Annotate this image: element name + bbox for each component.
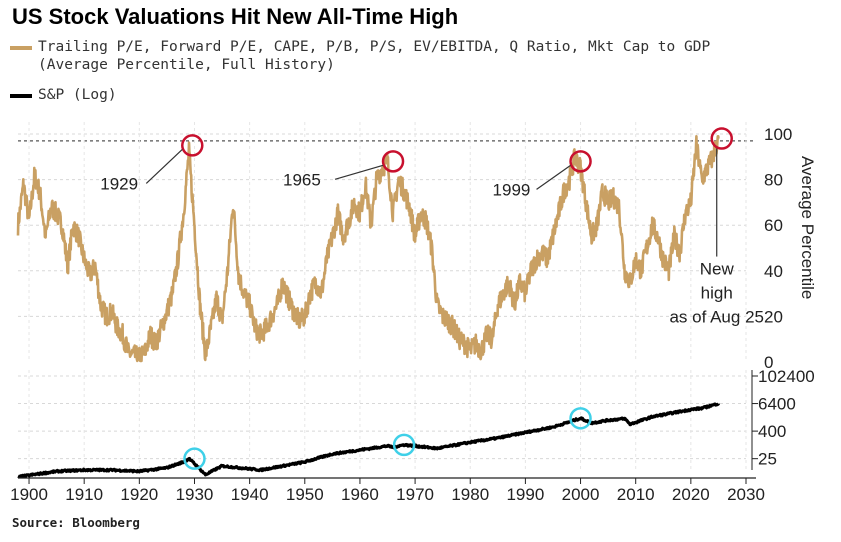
peak-pointer-1 xyxy=(334,164,384,180)
grid-lines xyxy=(18,122,754,470)
x-tick-2020: 2020 xyxy=(672,485,710,504)
peak-label-3-0: New xyxy=(700,260,735,279)
peak-label-0: 1929 xyxy=(100,174,138,193)
chart-title: US Stock Valuations Hit New All-Time Hig… xyxy=(12,4,459,29)
sp-highlight-0 xyxy=(183,447,206,470)
series-layer xyxy=(16,135,720,479)
y-tick-bottom-400: 400 xyxy=(758,422,786,441)
peak-pointer-2 xyxy=(536,164,571,190)
x-tick-2030: 2030 xyxy=(727,485,765,504)
legend-swatch-sp xyxy=(10,94,32,98)
legend-swatch-valuation xyxy=(10,46,32,50)
x-tick-1920: 1920 xyxy=(120,485,158,504)
y-tick-bottom-25: 25 xyxy=(758,450,777,469)
peak-marker-1 xyxy=(381,150,405,173)
y-tick-bottom-102400: 102400 xyxy=(758,367,815,386)
x-tick-1930: 1930 xyxy=(176,485,214,504)
y-tick-top-60: 60 xyxy=(764,216,783,235)
annotation-layer: 1929 1965 1999 New high as of Aug 25 xyxy=(100,127,764,470)
x-tick-2010: 2010 xyxy=(617,485,655,504)
legend-entry-sp: S&P (Log) xyxy=(10,86,117,104)
y-tick-top-80: 80 xyxy=(764,171,783,190)
legend-label-sp: S&P (Log) xyxy=(38,87,117,103)
sp-highlight-1 xyxy=(392,433,416,457)
sp-series-line xyxy=(17,402,720,479)
y-axis-title: Average Percentile xyxy=(798,156,817,299)
sp-highlight-2 xyxy=(569,407,592,430)
x-tick-1980: 1980 xyxy=(451,485,489,504)
bottom-panel-bg xyxy=(18,370,746,470)
peak-marker-2 xyxy=(569,150,592,173)
legend-label-valuation: Trailing P/E, Forward P/E, CAPE, P/B, P/… xyxy=(38,39,711,73)
y-tick-top-20: 20 xyxy=(764,307,783,326)
y-tick-top-100: 100 xyxy=(764,125,792,144)
x-tick-1940: 1940 xyxy=(231,485,269,504)
x-tick-2000: 2000 xyxy=(562,485,600,504)
peak-pointer-0 xyxy=(145,148,183,184)
x-tick-1950: 1950 xyxy=(286,485,324,504)
legend-entry-valuation: Trailing P/E, Forward P/E, CAPE, P/B, P/… xyxy=(10,38,710,74)
x-tick-1910: 1910 xyxy=(65,485,103,504)
valuation-series-line xyxy=(16,135,720,363)
x-tick-1970: 1970 xyxy=(396,485,434,504)
peak-label-3-2: as of Aug 25 xyxy=(669,308,764,327)
peak-label-3-1: high xyxy=(701,284,733,303)
axis-layer: 0 20 40 60 80 100 25 400 6400 102400 1900 1910 1920 1… xyxy=(10,125,817,504)
y-tick-top-40: 40 xyxy=(764,262,783,281)
peak-label-2: 1999 xyxy=(493,180,531,199)
x-tick-1900: 1900 xyxy=(10,485,48,504)
source-note: Source: Bloomberg xyxy=(12,515,140,530)
y-tick-top-0: 0 xyxy=(764,353,773,372)
peak-marker-0 xyxy=(181,134,204,157)
x-tick-1990: 1990 xyxy=(506,485,544,504)
peak-marker-3 xyxy=(710,127,733,150)
top-panel-bg xyxy=(18,122,746,362)
y-tick-bottom-6400: 6400 xyxy=(758,395,796,414)
peak-label-1: 1965 xyxy=(283,170,321,189)
x-tick-1960: 1960 xyxy=(341,485,379,504)
